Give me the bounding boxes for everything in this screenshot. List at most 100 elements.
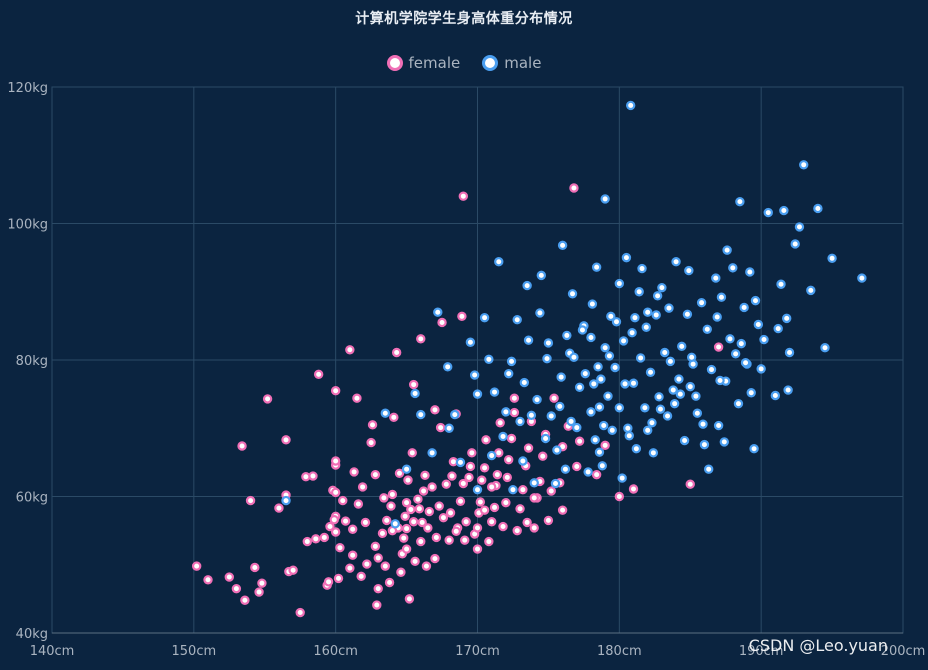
female-data-point[interactable]: [329, 515, 339, 525]
female-data-point[interactable]: [366, 437, 376, 448]
male-data-point[interactable]: [586, 407, 596, 417]
male-data-point[interactable]: [560, 464, 571, 474]
female-data-point[interactable]: [447, 471, 457, 481]
male-data-point[interactable]: [416, 409, 426, 420]
male-data-point[interactable]: [779, 205, 789, 216]
male-data-point[interactable]: [624, 431, 634, 441]
female-data-point[interactable]: [319, 532, 330, 543]
male-data-point[interactable]: [472, 484, 483, 495]
male-data-point[interactable]: [472, 389, 483, 399]
male-data-point[interactable]: [600, 343, 610, 353]
female-data-point[interactable]: [460, 535, 470, 545]
female-data-point[interactable]: [546, 486, 556, 496]
male-data-point[interactable]: [593, 362, 603, 372]
male-data-point[interactable]: [572, 422, 582, 433]
male-data-point[interactable]: [648, 448, 659, 458]
male-data-point[interactable]: [746, 388, 756, 398]
female-data-point[interactable]: [435, 422, 446, 433]
male-data-point[interactable]: [698, 419, 708, 429]
female-data-point[interactable]: [529, 523, 539, 533]
male-data-point[interactable]: [610, 362, 620, 373]
male-data-point[interactable]: [489, 387, 500, 397]
female-data-point[interactable]: [479, 505, 490, 515]
male-data-point[interactable]: [660, 347, 670, 358]
female-data-point[interactable]: [502, 472, 512, 483]
female-data-point[interactable]: [506, 433, 517, 444]
male-data-point[interactable]: [652, 291, 663, 301]
male-data-point[interactable]: [526, 410, 537, 420]
male-data-point[interactable]: [675, 389, 686, 399]
male-data-point[interactable]: [631, 444, 642, 454]
female-data-point[interactable]: [504, 454, 514, 465]
male-data-point[interactable]: [702, 324, 712, 334]
female-data-point[interactable]: [347, 524, 358, 534]
female-data-point[interactable]: [417, 517, 427, 528]
male-data-point[interactable]: [682, 309, 693, 319]
male-data-point[interactable]: [606, 311, 616, 322]
female-data-point[interactable]: [380, 561, 391, 571]
male-data-point[interactable]: [443, 362, 453, 372]
male-data-point[interactable]: [550, 478, 561, 489]
male-data-point[interactable]: [715, 375, 725, 386]
female-data-point[interactable]: [600, 440, 610, 451]
female-data-point[interactable]: [522, 517, 532, 528]
female-data-point[interactable]: [224, 572, 234, 582]
male-data-point[interactable]: [555, 401, 565, 412]
female-data-point[interactable]: [486, 517, 497, 527]
female-data-point[interactable]: [295, 607, 305, 618]
male-data-point[interactable]: [630, 312, 640, 323]
female-data-point[interactable]: [465, 461, 476, 472]
male-data-point[interactable]: [634, 287, 644, 297]
male-data-point[interactable]: [569, 352, 579, 362]
female-data-point[interactable]: [431, 532, 442, 543]
female-data-point[interactable]: [231, 583, 242, 594]
female-data-point[interactable]: [401, 544, 412, 554]
male-data-point[interactable]: [781, 313, 792, 324]
male-data-point[interactable]: [628, 378, 639, 388]
male-data-point[interactable]: [600, 194, 610, 204]
female-data-point[interactable]: [437, 317, 447, 328]
female-data-point[interactable]: [370, 469, 381, 480]
male-data-point[interactable]: [594, 447, 605, 457]
male-data-point[interactable]: [664, 303, 674, 313]
male-data-point[interactable]: [753, 319, 764, 330]
male-data-point[interactable]: [783, 385, 793, 395]
male-data-point[interactable]: [641, 322, 651, 332]
male-data-point[interactable]: [784, 347, 795, 358]
male-data-point[interactable]: [556, 372, 566, 382]
male-data-point[interactable]: [617, 473, 627, 483]
male-data-point[interactable]: [735, 196, 745, 207]
male-data-point[interactable]: [401, 464, 412, 474]
male-data-point[interactable]: [699, 439, 710, 450]
female-data-point[interactable]: [538, 451, 548, 461]
male-data-point[interactable]: [790, 239, 800, 249]
male-data-point[interactable]: [657, 282, 667, 293]
female-data-point[interactable]: [345, 345, 355, 355]
male-data-point[interactable]: [484, 354, 494, 365]
female-data-point[interactable]: [591, 469, 602, 480]
male-data-point[interactable]: [512, 315, 522, 325]
female-data-point[interactable]: [523, 443, 534, 453]
female-data-point[interactable]: [382, 515, 392, 526]
male-data-point[interactable]: [486, 450, 497, 461]
male-data-point[interactable]: [604, 351, 615, 361]
female-data-point[interactable]: [529, 493, 539, 503]
male-data-point[interactable]: [669, 398, 680, 409]
female-data-point[interactable]: [549, 393, 559, 403]
male-data-point[interactable]: [620, 379, 630, 389]
female-data-point[interactable]: [403, 475, 413, 485]
male-data-point[interactable]: [654, 392, 664, 402]
female-data-point[interactable]: [434, 501, 444, 511]
male-data-point[interactable]: [685, 381, 695, 392]
female-data-point[interactable]: [330, 386, 341, 396]
female-data-point[interactable]: [628, 484, 639, 494]
male-data-point[interactable]: [739, 302, 749, 313]
female-data-point[interactable]: [414, 504, 425, 514]
male-data-point[interactable]: [623, 423, 633, 433]
female-data-point[interactable]: [367, 420, 378, 430]
male-data-point[interactable]: [508, 484, 518, 495]
male-data-point[interactable]: [580, 368, 590, 379]
female-data-point[interactable]: [333, 573, 344, 584]
female-data-point[interactable]: [451, 526, 461, 537]
female-data-point[interactable]: [498, 521, 508, 532]
